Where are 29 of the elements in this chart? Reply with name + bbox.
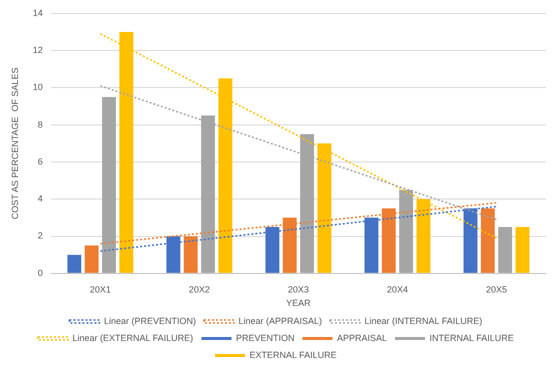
legend-label: EXTERNAL FAILURE <box>249 350 337 360</box>
y-tick-label: 2 <box>38 230 43 241</box>
legend-label: APPRAISAL <box>337 332 388 343</box>
bar <box>498 226 512 273</box>
y-tick-label: 4 <box>38 194 43 204</box>
x-tick-label: 20X5 <box>486 284 507 294</box>
bar <box>102 96 116 273</box>
y-tick-label: 6 <box>38 156 43 166</box>
legend-label: INTERNAL FAILURE <box>430 332 514 343</box>
legend-label: Linear (EXTERNAL FAILURE) <box>72 332 194 343</box>
y-tick-label: 12 <box>32 45 43 56</box>
x-axis-title: YEAR <box>286 298 312 308</box>
bar <box>84 246 99 273</box>
y-tick-label: 14 <box>32 8 43 18</box>
x-tick-label: 20X2 <box>188 284 210 294</box>
x-tick-label: 20X1 <box>90 284 111 294</box>
y-tick-label: 8 <box>38 119 43 130</box>
legend-label: Linear (APPRAISAL) <box>238 316 322 326</box>
y-tick-label: 10 <box>32 82 43 92</box>
x-tick-label: 20X4 <box>386 284 408 294</box>
legend-label: Linear (PREVENTION) <box>104 316 196 326</box>
y-axis-title: COST AS PERCENTAGE OF SALES <box>10 68 20 220</box>
x-tick-label: 20X3 <box>288 284 309 294</box>
bar <box>516 226 530 273</box>
bar <box>67 254 82 273</box>
legend-label: Linear (INTERNAL FAILURE) <box>364 316 482 326</box>
y-tick-label: 0 <box>38 268 43 278</box>
legend-label: PREVENTION <box>236 332 295 343</box>
bar <box>480 208 495 273</box>
